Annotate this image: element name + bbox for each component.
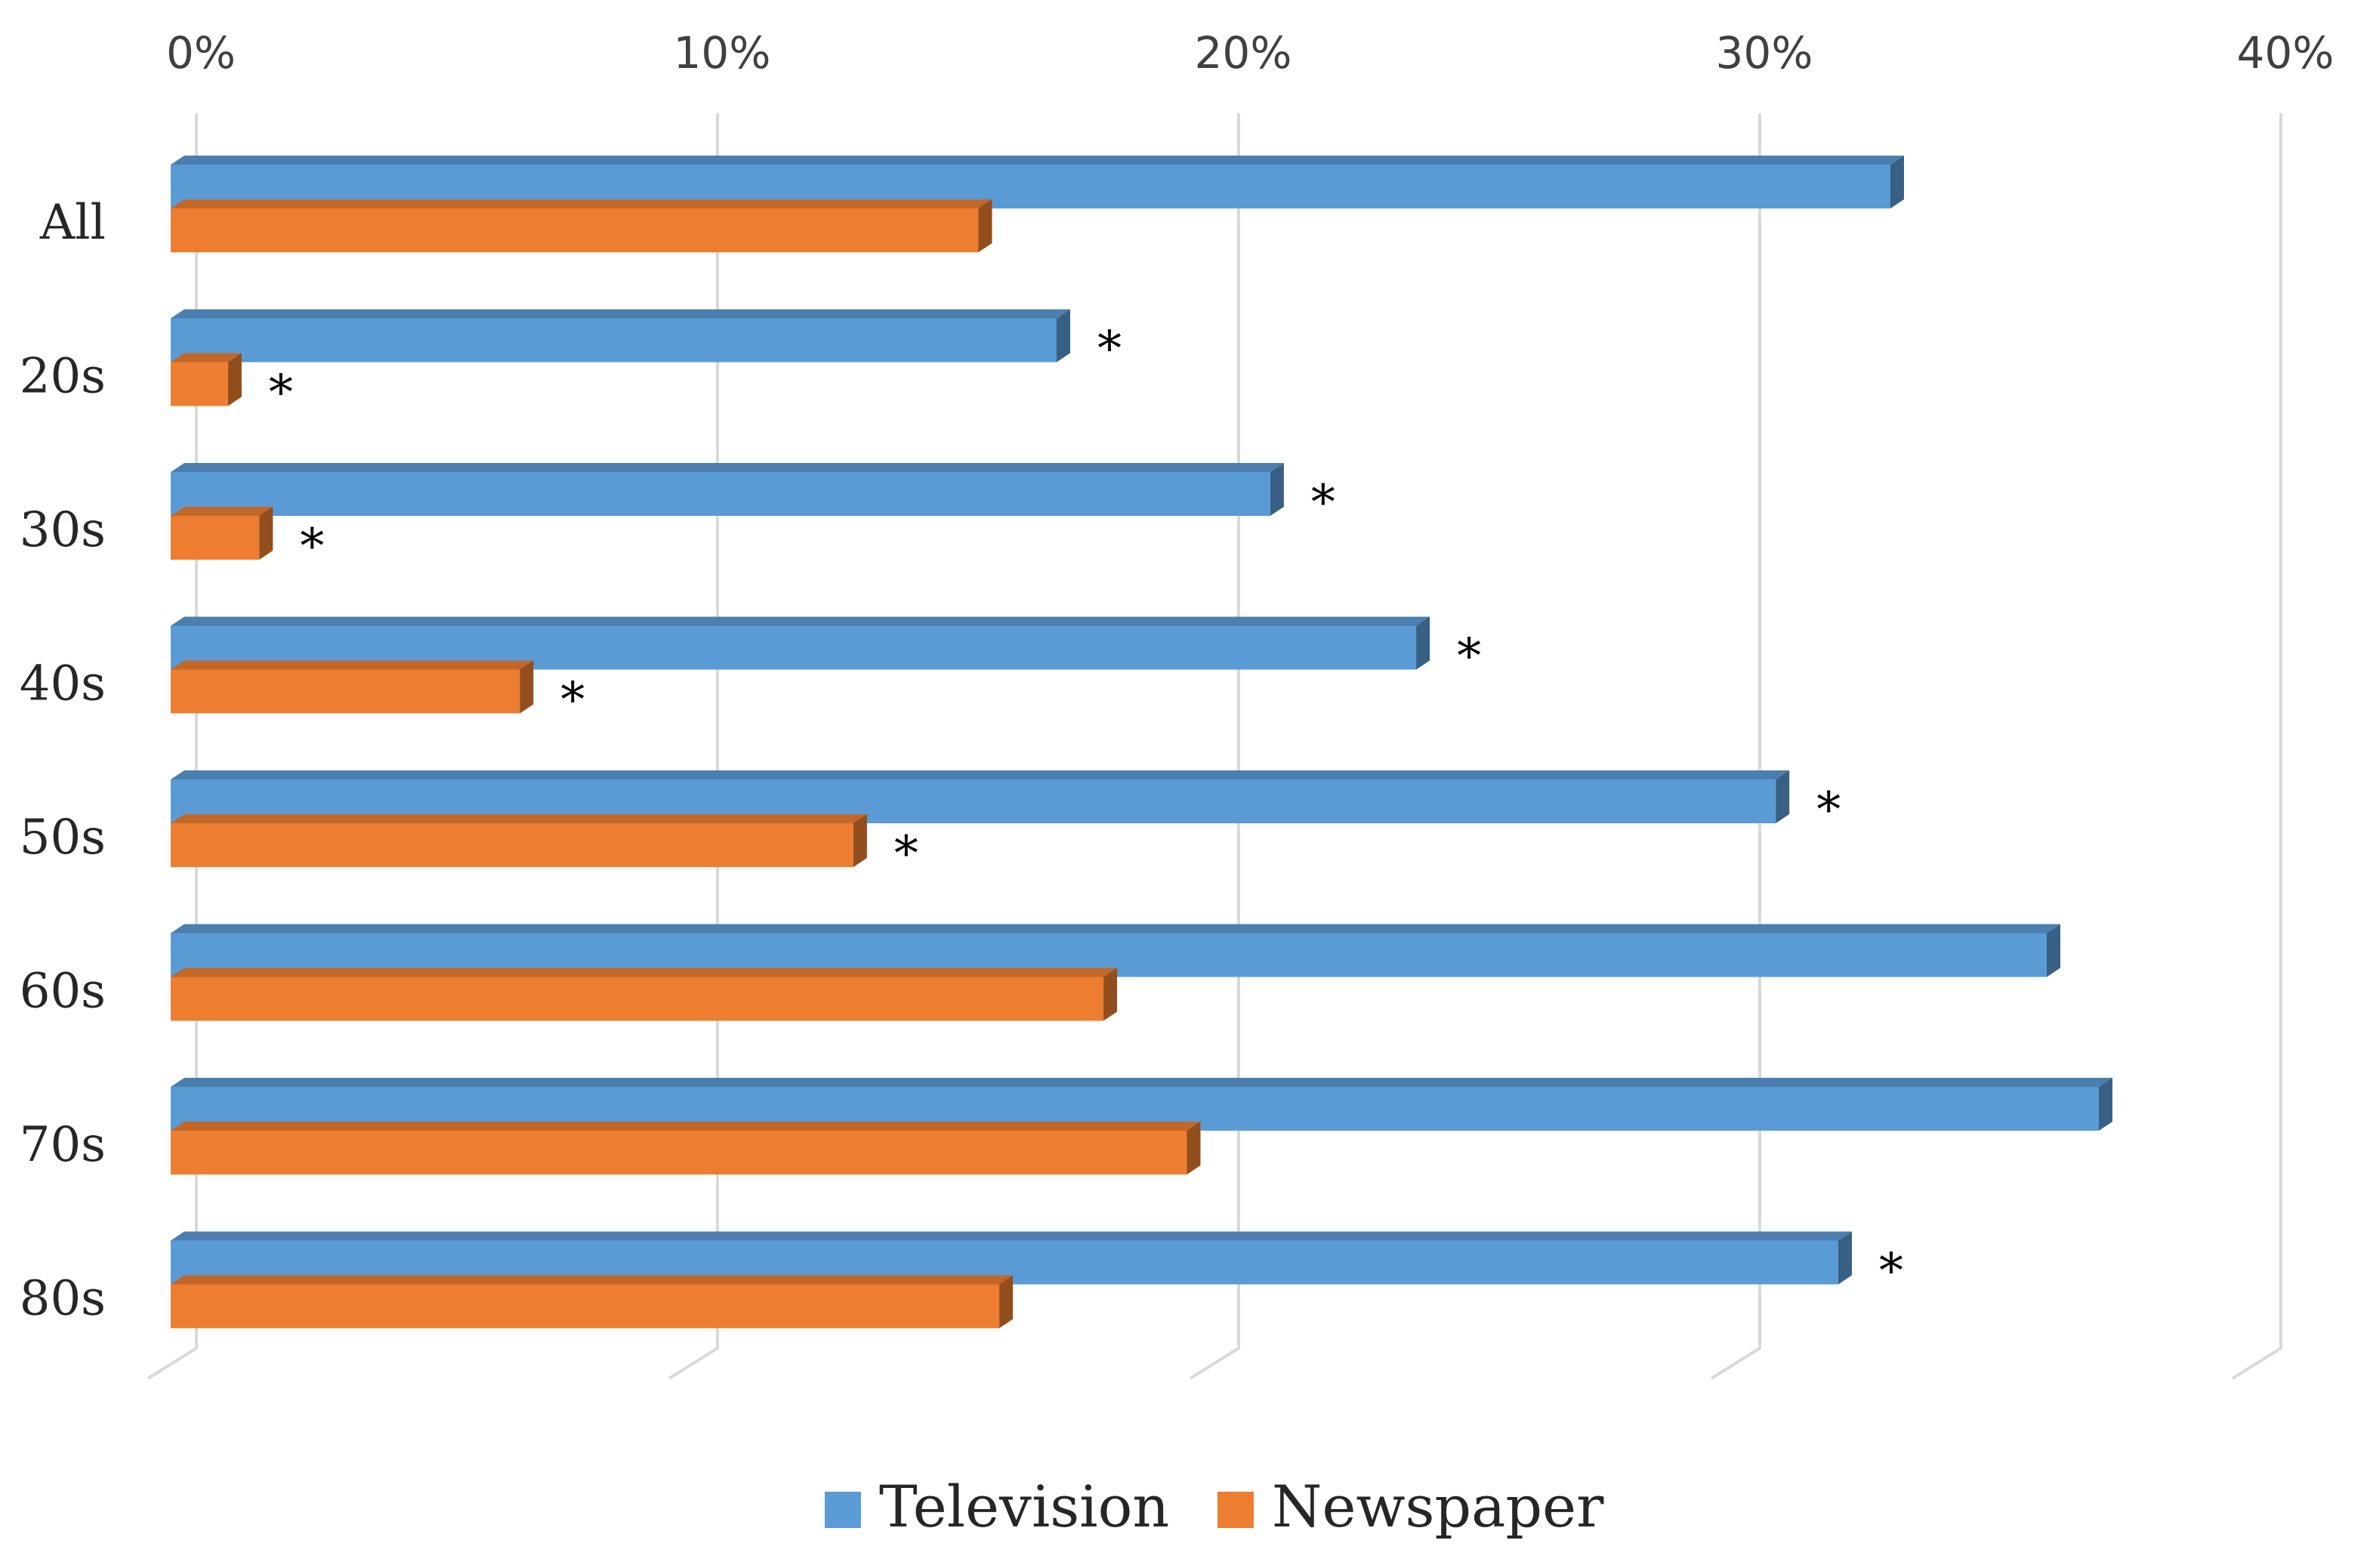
legend-swatch xyxy=(825,1492,861,1528)
category-label: 50s xyxy=(20,810,106,866)
significance-marker: * xyxy=(1097,322,1122,378)
significance-markers: * * * * * * * * * xyxy=(269,322,1903,1300)
category-label: 70s xyxy=(20,1117,106,1173)
x-tick-label: 10% xyxy=(674,27,771,79)
legend: Television Newspaper xyxy=(825,1473,1604,1540)
x-tick-label: 30% xyxy=(1716,27,1813,79)
significance-marker: * xyxy=(560,673,585,729)
legend-label: Newspaper xyxy=(1272,1473,1604,1540)
legend-item-newspaper: Newspaper xyxy=(1217,1473,1604,1540)
significance-marker: * xyxy=(300,519,324,575)
category-label: 40s xyxy=(20,656,106,712)
bar-newspaper xyxy=(171,353,242,406)
bar-television xyxy=(171,309,1070,363)
gridlines xyxy=(147,113,2282,1380)
gridline xyxy=(2231,113,2282,1380)
category-label: 60s xyxy=(20,964,106,1020)
bar-newspaper xyxy=(171,507,273,560)
bars xyxy=(171,156,2112,1329)
gridline xyxy=(147,113,198,1380)
category-label: 30s xyxy=(20,502,106,558)
significance-marker: * xyxy=(269,366,293,421)
bar-newspaper xyxy=(171,1122,1201,1174)
bar-newspaper xyxy=(171,968,1118,1021)
x-tick-label: 40% xyxy=(2237,27,2334,79)
bar-newspaper xyxy=(171,814,867,867)
legend-item-television: Television xyxy=(825,1473,1169,1540)
significance-marker: * xyxy=(1816,782,1841,838)
significance-marker: * xyxy=(1879,1244,1903,1300)
legend-swatch xyxy=(1217,1492,1254,1528)
x-tick-label: 20% xyxy=(1195,27,1292,79)
bar-newspaper xyxy=(171,660,534,714)
bar-television xyxy=(171,463,1284,516)
bar-newspaper xyxy=(171,1275,1014,1329)
category-label: 20s xyxy=(20,349,106,405)
gridline xyxy=(1710,113,1761,1380)
bar-newspaper xyxy=(171,199,992,252)
significance-marker: * xyxy=(894,826,918,882)
category-label: All xyxy=(39,195,106,251)
legend-label: Television xyxy=(879,1473,1169,1540)
significance-marker: * xyxy=(1311,475,1335,531)
x-axis-ticks: 0% 10% 20% 30% 40% xyxy=(166,27,2334,79)
gridline xyxy=(668,113,719,1380)
category-labels: All 20s 30s 40s 50s 60s 70s 80s xyxy=(20,195,106,1327)
category-label: 80s xyxy=(20,1271,106,1327)
x-tick-label: 0% xyxy=(166,27,236,79)
bar-television xyxy=(171,616,1430,670)
significance-marker: * xyxy=(1457,629,1481,685)
gridline xyxy=(1189,113,1240,1380)
